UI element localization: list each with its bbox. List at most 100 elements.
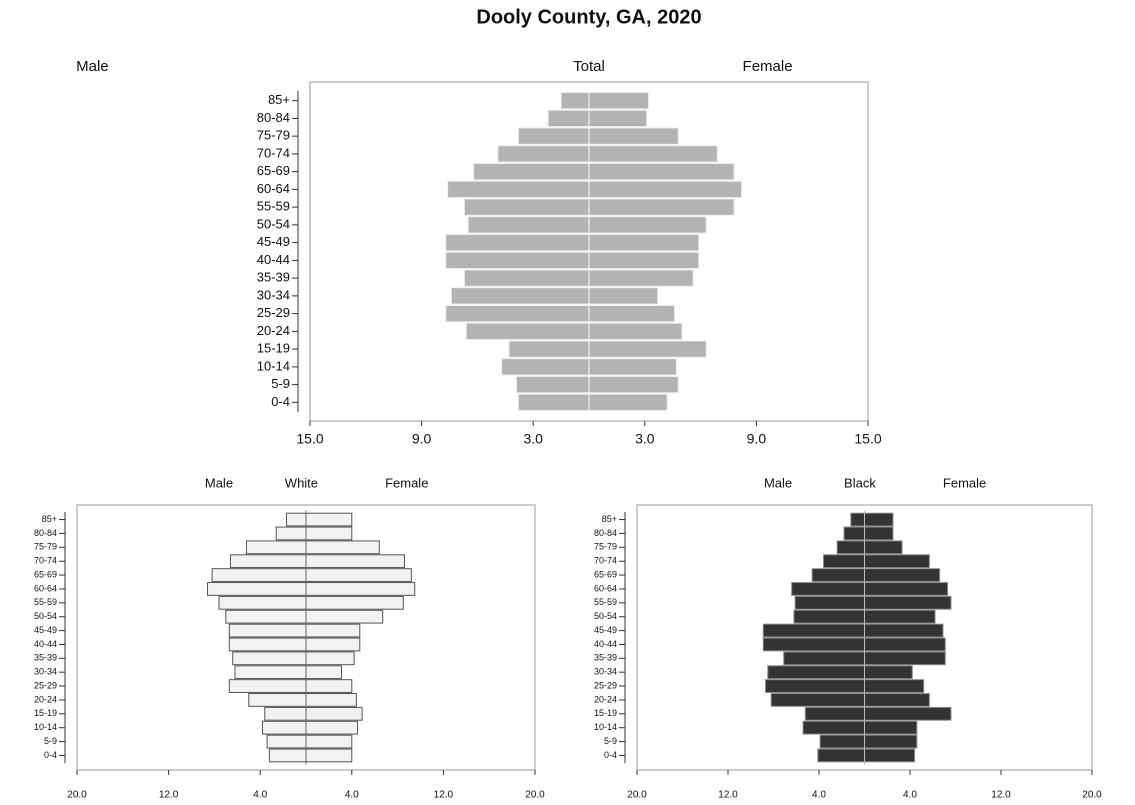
x-tick-label: 4.0 (253, 790, 267, 801)
y-tick-label: 50-54 (594, 611, 617, 621)
y-tick-label: 0-4 (271, 394, 290, 409)
plot-frame (636, 504, 1093, 771)
bar (305, 720, 359, 735)
bar (248, 693, 307, 707)
bar (234, 665, 307, 680)
legend-male: Male (76, 58, 109, 75)
y-tick-label: 20-24 (34, 694, 57, 704)
bar (305, 609, 384, 624)
y-tick-label: 35-39 (594, 653, 617, 663)
bar (305, 540, 380, 555)
y-tick-label: 65-69 (257, 163, 290, 178)
y-tick-label: 35-39 (257, 270, 290, 285)
bar (793, 609, 865, 624)
bar (515, 375, 590, 394)
y-tick-label: 60-64 (594, 583, 617, 593)
x-tick-label: 20.0 (525, 790, 545, 801)
y-tick-label: 5-9 (604, 736, 617, 746)
y-tick-label: 70-74 (594, 556, 617, 566)
bar (305, 582, 416, 596)
y-tick-label: 25-29 (257, 305, 290, 320)
bar (305, 651, 355, 666)
bar (261, 720, 307, 735)
legend-female: Female (385, 475, 428, 490)
bar (268, 748, 307, 763)
bar (207, 582, 307, 596)
bar (588, 251, 700, 270)
y-tick-label: 25-29 (34, 680, 57, 690)
y-tick-label: 15-19 (34, 708, 57, 718)
y-tick-label: 80-84 (257, 110, 290, 125)
bar (864, 720, 918, 735)
y-tick-label: 35-39 (34, 653, 57, 663)
bar (588, 393, 668, 412)
y-tick-label: 85+ (268, 92, 290, 107)
y-tick-label: 45-49 (34, 625, 57, 635)
legend-male: Male (205, 475, 233, 490)
bar (588, 109, 648, 128)
y-tick-label: 30-34 (257, 287, 290, 302)
y-tick-label: 0-4 (44, 750, 57, 760)
x-tick-label: 9.0 (747, 431, 767, 447)
bar (305, 595, 404, 610)
bar (264, 706, 307, 721)
y-tick-label: 85+ (42, 514, 57, 524)
y-tick-label: 75-79 (594, 542, 617, 552)
bar (588, 233, 700, 252)
y-tick-label: 70-74 (257, 145, 290, 160)
bar (588, 162, 735, 181)
bar (305, 693, 357, 707)
y-tick-label: 80-84 (34, 528, 57, 538)
bar (497, 145, 590, 163)
bar (275, 526, 307, 541)
bar (588, 216, 707, 234)
y-tick-label: 15-19 (257, 341, 290, 356)
bar (864, 512, 894, 527)
bar (588, 375, 679, 394)
legend-male: Male (764, 475, 792, 490)
y-tick-label: 25-29 (594, 680, 617, 690)
bar (228, 637, 307, 652)
bar (864, 679, 925, 693)
bar (588, 340, 707, 358)
y-tick-label: 75-79 (34, 542, 57, 552)
bar (783, 651, 865, 666)
bar (266, 734, 307, 749)
subtitle: White (285, 475, 318, 490)
bar (445, 251, 590, 270)
bar (229, 554, 307, 569)
y-tick-label: 40-44 (34, 639, 57, 649)
bar (467, 216, 590, 234)
bar (445, 304, 590, 323)
x-tick-label: 20.0 (1082, 790, 1102, 801)
bar (770, 693, 865, 707)
bar (864, 540, 903, 555)
y-tick-label: 0-4 (604, 750, 617, 760)
bar (508, 340, 590, 358)
bar (765, 679, 865, 693)
bar (228, 623, 307, 638)
bar (864, 706, 952, 721)
bar (836, 540, 866, 555)
y-tick-label: 75-79 (257, 128, 290, 143)
bar (517, 393, 590, 412)
y-tick-label: 70-74 (34, 556, 57, 566)
bar (560, 91, 590, 110)
bar (588, 304, 676, 323)
bar (864, 637, 946, 652)
bar (305, 734, 353, 749)
bar (762, 623, 866, 638)
bar (588, 180, 743, 199)
bar (305, 679, 353, 693)
bar (794, 595, 865, 610)
x-tick-label: 12.0 (991, 790, 1011, 801)
bar (305, 554, 405, 569)
bar (305, 568, 412, 582)
bar (588, 287, 659, 305)
x-tick-label: 15.0 (296, 431, 323, 447)
x-tick-label: 12.0 (434, 790, 454, 801)
y-tick-label: 20-24 (257, 323, 290, 338)
bar (228, 679, 307, 693)
bar (218, 595, 307, 610)
